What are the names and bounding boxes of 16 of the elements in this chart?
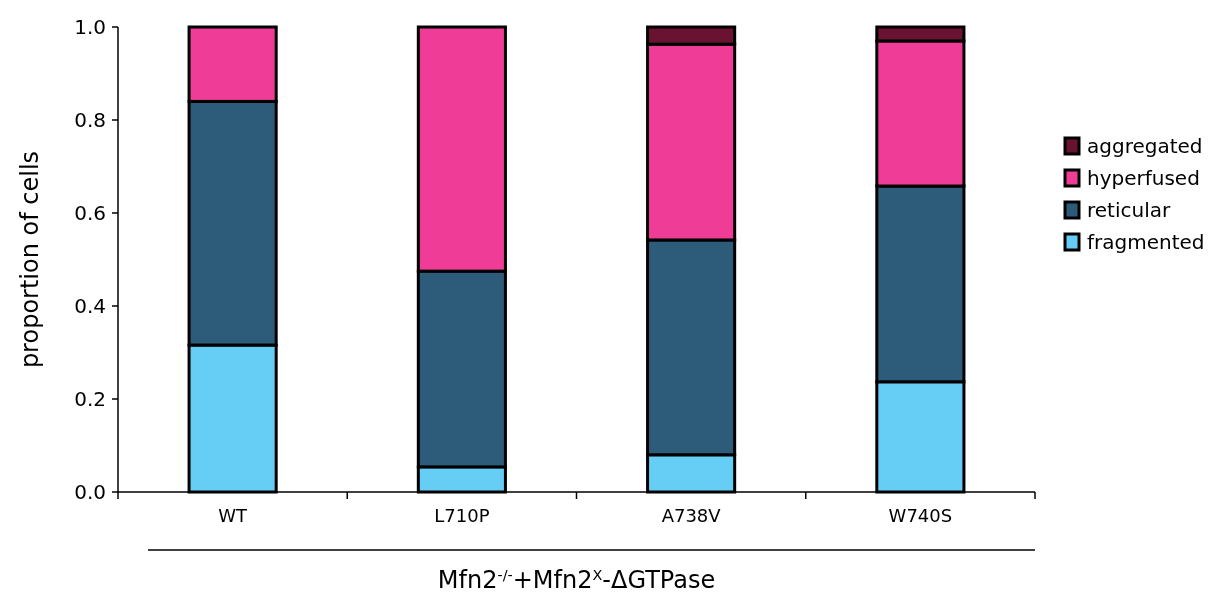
legend-label: fragmented [1087, 230, 1205, 254]
legend-label: reticular [1087, 198, 1171, 222]
legend-label: aggregated [1087, 134, 1203, 158]
y-tick-label: 0.8 [74, 108, 106, 132]
y-tick-label: 0.6 [74, 201, 106, 225]
y-tick-label: 1.0 [74, 15, 106, 39]
x-tick-label: WT [218, 505, 249, 526]
y-tick-label: 0.0 [74, 480, 106, 504]
y-tick-label: 0.4 [74, 294, 106, 318]
x-axis-title: Mfn2$^{-/-}$+Mfn2$^{X}$-ΔGTPase [437, 566, 716, 594]
x-tick-label: L710P [434, 505, 490, 526]
x-tick-label: A738V [661, 505, 722, 526]
y-tick-label: 0.2 [74, 387, 106, 411]
legend-label: hyperfused [1087, 166, 1200, 190]
y-axis-title: proportion of cells [16, 150, 44, 369]
x-tick-label: W740S [888, 505, 953, 526]
